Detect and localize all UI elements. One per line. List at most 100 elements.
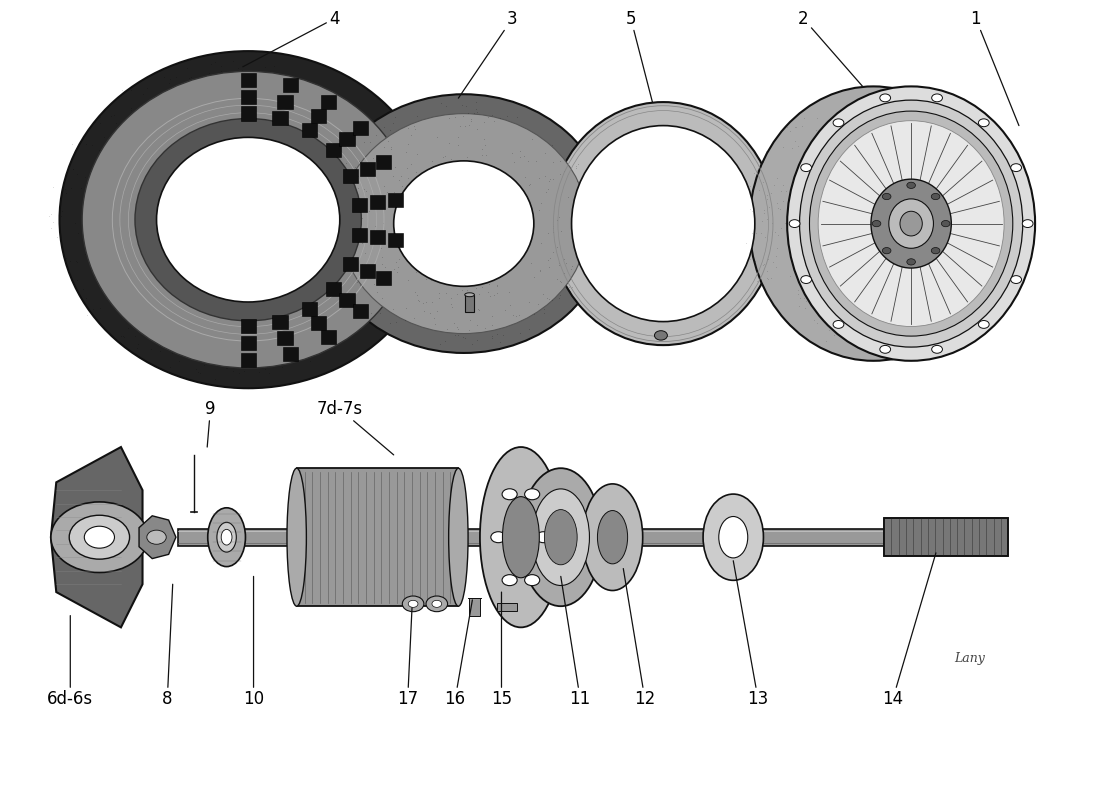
- Point: [456, 119, 474, 132]
- Point: [949, 205, 967, 218]
- Point: [256, 61, 274, 74]
- Point: [536, 170, 553, 182]
- Point: [496, 303, 514, 316]
- Point: [177, 98, 195, 111]
- Point: [102, 110, 120, 123]
- Point: [386, 263, 404, 276]
- Point: [381, 154, 398, 167]
- Point: [392, 170, 409, 182]
- Point: [506, 232, 524, 245]
- Point: [180, 72, 198, 85]
- Point: [199, 166, 217, 179]
- Point: [327, 282, 344, 295]
- Point: [370, 161, 387, 174]
- Point: [371, 174, 388, 187]
- Point: [383, 247, 400, 260]
- Point: [859, 328, 877, 341]
- Point: [428, 265, 446, 278]
- Point: [236, 249, 254, 262]
- Point: [756, 258, 773, 270]
- Point: [550, 258, 568, 271]
- Point: [483, 181, 500, 194]
- Point: [848, 155, 866, 168]
- Point: [75, 206, 92, 218]
- Point: [381, 232, 398, 245]
- FancyBboxPatch shape: [343, 257, 359, 271]
- Point: [437, 334, 454, 347]
- FancyBboxPatch shape: [352, 198, 367, 212]
- Point: [888, 265, 905, 278]
- Point: [786, 121, 804, 134]
- Point: [329, 264, 346, 277]
- Point: [79, 192, 97, 205]
- Point: [345, 273, 363, 286]
- FancyBboxPatch shape: [241, 106, 255, 121]
- Point: [227, 326, 244, 338]
- Point: [132, 248, 150, 261]
- Point: [871, 205, 889, 218]
- Point: [66, 217, 84, 230]
- Point: [525, 270, 542, 283]
- Point: [861, 297, 879, 310]
- Point: [570, 158, 587, 170]
- Point: [190, 143, 208, 156]
- Point: [762, 271, 780, 284]
- Point: [364, 263, 382, 276]
- Point: [113, 194, 131, 206]
- Point: [156, 334, 174, 346]
- Point: [827, 180, 845, 193]
- Point: [321, 180, 339, 193]
- Point: [442, 254, 460, 266]
- Point: [334, 228, 352, 241]
- Point: [498, 110, 516, 122]
- Point: [350, 182, 367, 195]
- Circle shape: [833, 119, 844, 126]
- Point: [63, 182, 80, 194]
- Point: [900, 222, 917, 234]
- Point: [821, 323, 838, 336]
- Point: [211, 133, 229, 146]
- Ellipse shape: [480, 447, 562, 627]
- Point: [393, 180, 410, 193]
- Point: [256, 362, 274, 375]
- Point: [506, 155, 524, 168]
- Point: [529, 298, 547, 310]
- Point: [131, 129, 149, 142]
- Point: [175, 141, 192, 154]
- Point: [805, 313, 823, 326]
- Point: [551, 288, 569, 301]
- Ellipse shape: [217, 522, 236, 552]
- Point: [145, 266, 163, 278]
- Point: [840, 110, 858, 122]
- Point: [158, 271, 176, 284]
- Point: [456, 225, 474, 238]
- Point: [204, 354, 221, 366]
- Point: [399, 274, 417, 287]
- Point: [422, 169, 440, 182]
- Point: [884, 225, 902, 238]
- Point: [308, 258, 326, 271]
- Point: [855, 298, 872, 310]
- Point: [211, 270, 229, 282]
- Point: [762, 186, 780, 199]
- Point: [790, 283, 807, 296]
- Point: [45, 215, 63, 228]
- Point: [230, 234, 248, 246]
- Ellipse shape: [449, 468, 469, 606]
- Point: [359, 239, 376, 252]
- Point: [508, 110, 526, 123]
- Point: [315, 238, 332, 250]
- Point: [925, 182, 943, 195]
- Point: [499, 286, 517, 298]
- Point: [305, 165, 322, 178]
- Point: [449, 329, 466, 342]
- Point: [331, 227, 349, 240]
- Point: [239, 271, 256, 284]
- Point: [279, 164, 297, 177]
- Point: [138, 330, 155, 343]
- Point: [96, 232, 113, 245]
- Point: [114, 182, 132, 195]
- Point: [78, 308, 96, 321]
- Point: [175, 212, 192, 225]
- Circle shape: [978, 119, 989, 126]
